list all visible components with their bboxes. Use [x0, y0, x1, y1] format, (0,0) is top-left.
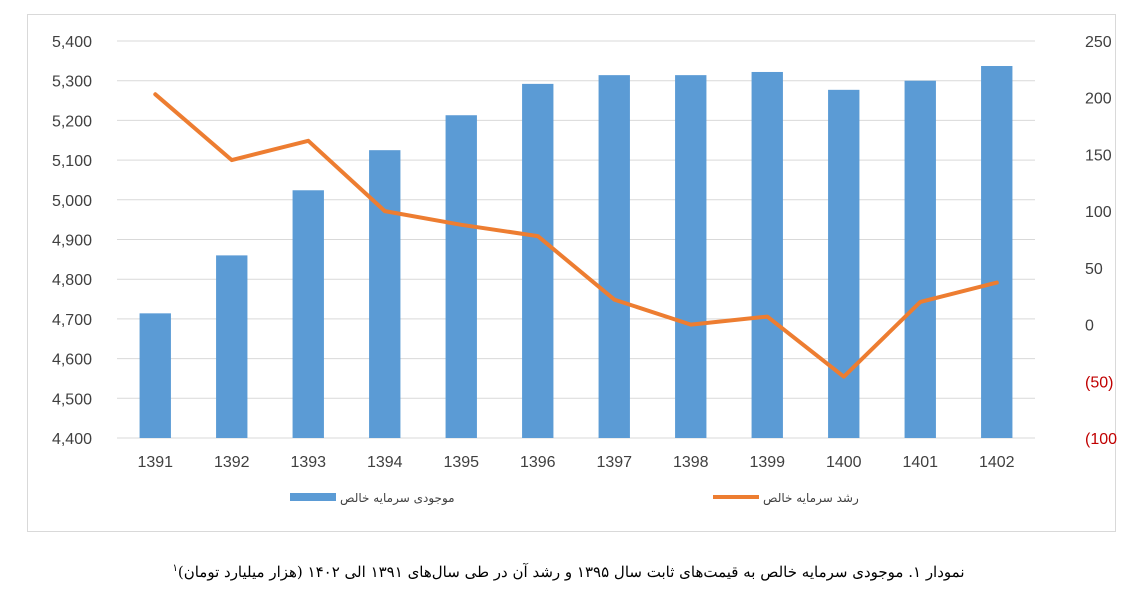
gridlines — [117, 40, 1035, 439]
left-tick-label: 5,400 — [52, 34, 92, 51]
x-tick-label: 1394 — [367, 454, 403, 471]
right-tick-label: 200 — [1085, 91, 1112, 108]
right-tick-label: (50) — [1085, 374, 1113, 391]
bar-1402 — [981, 66, 1013, 439]
legend-label-line: رشد سرمایه خالص — [763, 491, 859, 506]
x-tick-label: 1401 — [902, 454, 938, 471]
left-tick-label: 4,800 — [52, 272, 92, 289]
bar-series — [139, 66, 1013, 439]
right-tick-label: 150 — [1085, 147, 1112, 164]
line-series — [153, 92, 999, 379]
right-tick-label: 100 — [1085, 204, 1112, 221]
bar-1400 — [828, 89, 860, 439]
x-tick-label: 1397 — [596, 454, 632, 471]
legend-swatch-bar — [290, 493, 336, 501]
bar-1399 — [751, 71, 783, 438]
left-tick-label: 5,100 — [52, 153, 92, 170]
bar-1397 — [598, 75, 630, 438]
right-tick-label: (100) — [1085, 431, 1117, 448]
bar-1398 — [675, 75, 707, 438]
x-tick-label: 1396 — [520, 454, 556, 471]
left-tick-label: 5,300 — [52, 74, 92, 91]
x-tick-label: 1392 — [214, 454, 250, 471]
x-tick-label: 1391 — [137, 454, 173, 471]
x-tick-label: 1400 — [826, 454, 862, 471]
x-axis-ticks: 1391 1392 1393 1394 1395 1396 1397 1398 1399 1400… — [137, 454, 1014, 471]
bar-1391 — [139, 313, 171, 438]
bar-1392 — [216, 255, 248, 438]
left-tick-label: 4,400 — [52, 431, 92, 448]
left-tick-label: 4,500 — [52, 391, 92, 408]
right-tick-label: 250 — [1085, 34, 1112, 51]
chart-caption: نمودار ۱. موجودی سرمایه خالص به قیمت‌های… — [40, 563, 1097, 581]
bar-1395 — [445, 115, 477, 438]
left-tick-label: 5,200 — [52, 113, 92, 130]
x-tick-label: 1402 — [979, 454, 1015, 471]
caption-text: نمودار ۱. موجودی سرمایه خالص به قیمت‌های… — [177, 563, 965, 581]
x-tick-label: 1399 — [749, 454, 785, 471]
left-tick-label: 4,900 — [52, 233, 92, 250]
legend-label-bar: موجودی سرمایه خالص — [340, 491, 455, 506]
growth-line — [153, 92, 999, 379]
right-axis-ticks: (100) (50) 0 50 100 150 200 250 — [1085, 34, 1117, 448]
bar-1394 — [369, 150, 401, 439]
x-tick-label: 1398 — [673, 454, 709, 471]
x-tick-label: 1395 — [443, 454, 479, 471]
left-tick-label: 5,000 — [52, 193, 92, 210]
left-tick-label: 4,600 — [52, 352, 92, 369]
caption-footnote: ۱ — [172, 563, 178, 574]
bar-1396 — [522, 83, 554, 438]
chart-svg: 4,400 4,500 4,600 4,700 4,800 4,900 5,000 5,100… — [52, 34, 1117, 506]
left-tick-label: 4,700 — [52, 312, 92, 329]
legend: موجودی سرمایه خالص رشد سرمایه خالص — [290, 491, 859, 506]
right-tick-label: 50 — [1085, 261, 1103, 278]
right-tick-label: 0 — [1085, 318, 1094, 335]
bar-1393 — [292, 190, 324, 438]
x-tick-label: 1393 — [290, 454, 326, 471]
left-axis-ticks: 4,400 4,500 4,600 4,700 4,800 4,900 5,000 5,100… — [52, 34, 92, 448]
bar-1401 — [904, 80, 936, 438]
chart-frame: 4,400 4,500 4,600 4,700 4,800 4,900 5,000 5,100… — [27, 14, 1117, 532]
